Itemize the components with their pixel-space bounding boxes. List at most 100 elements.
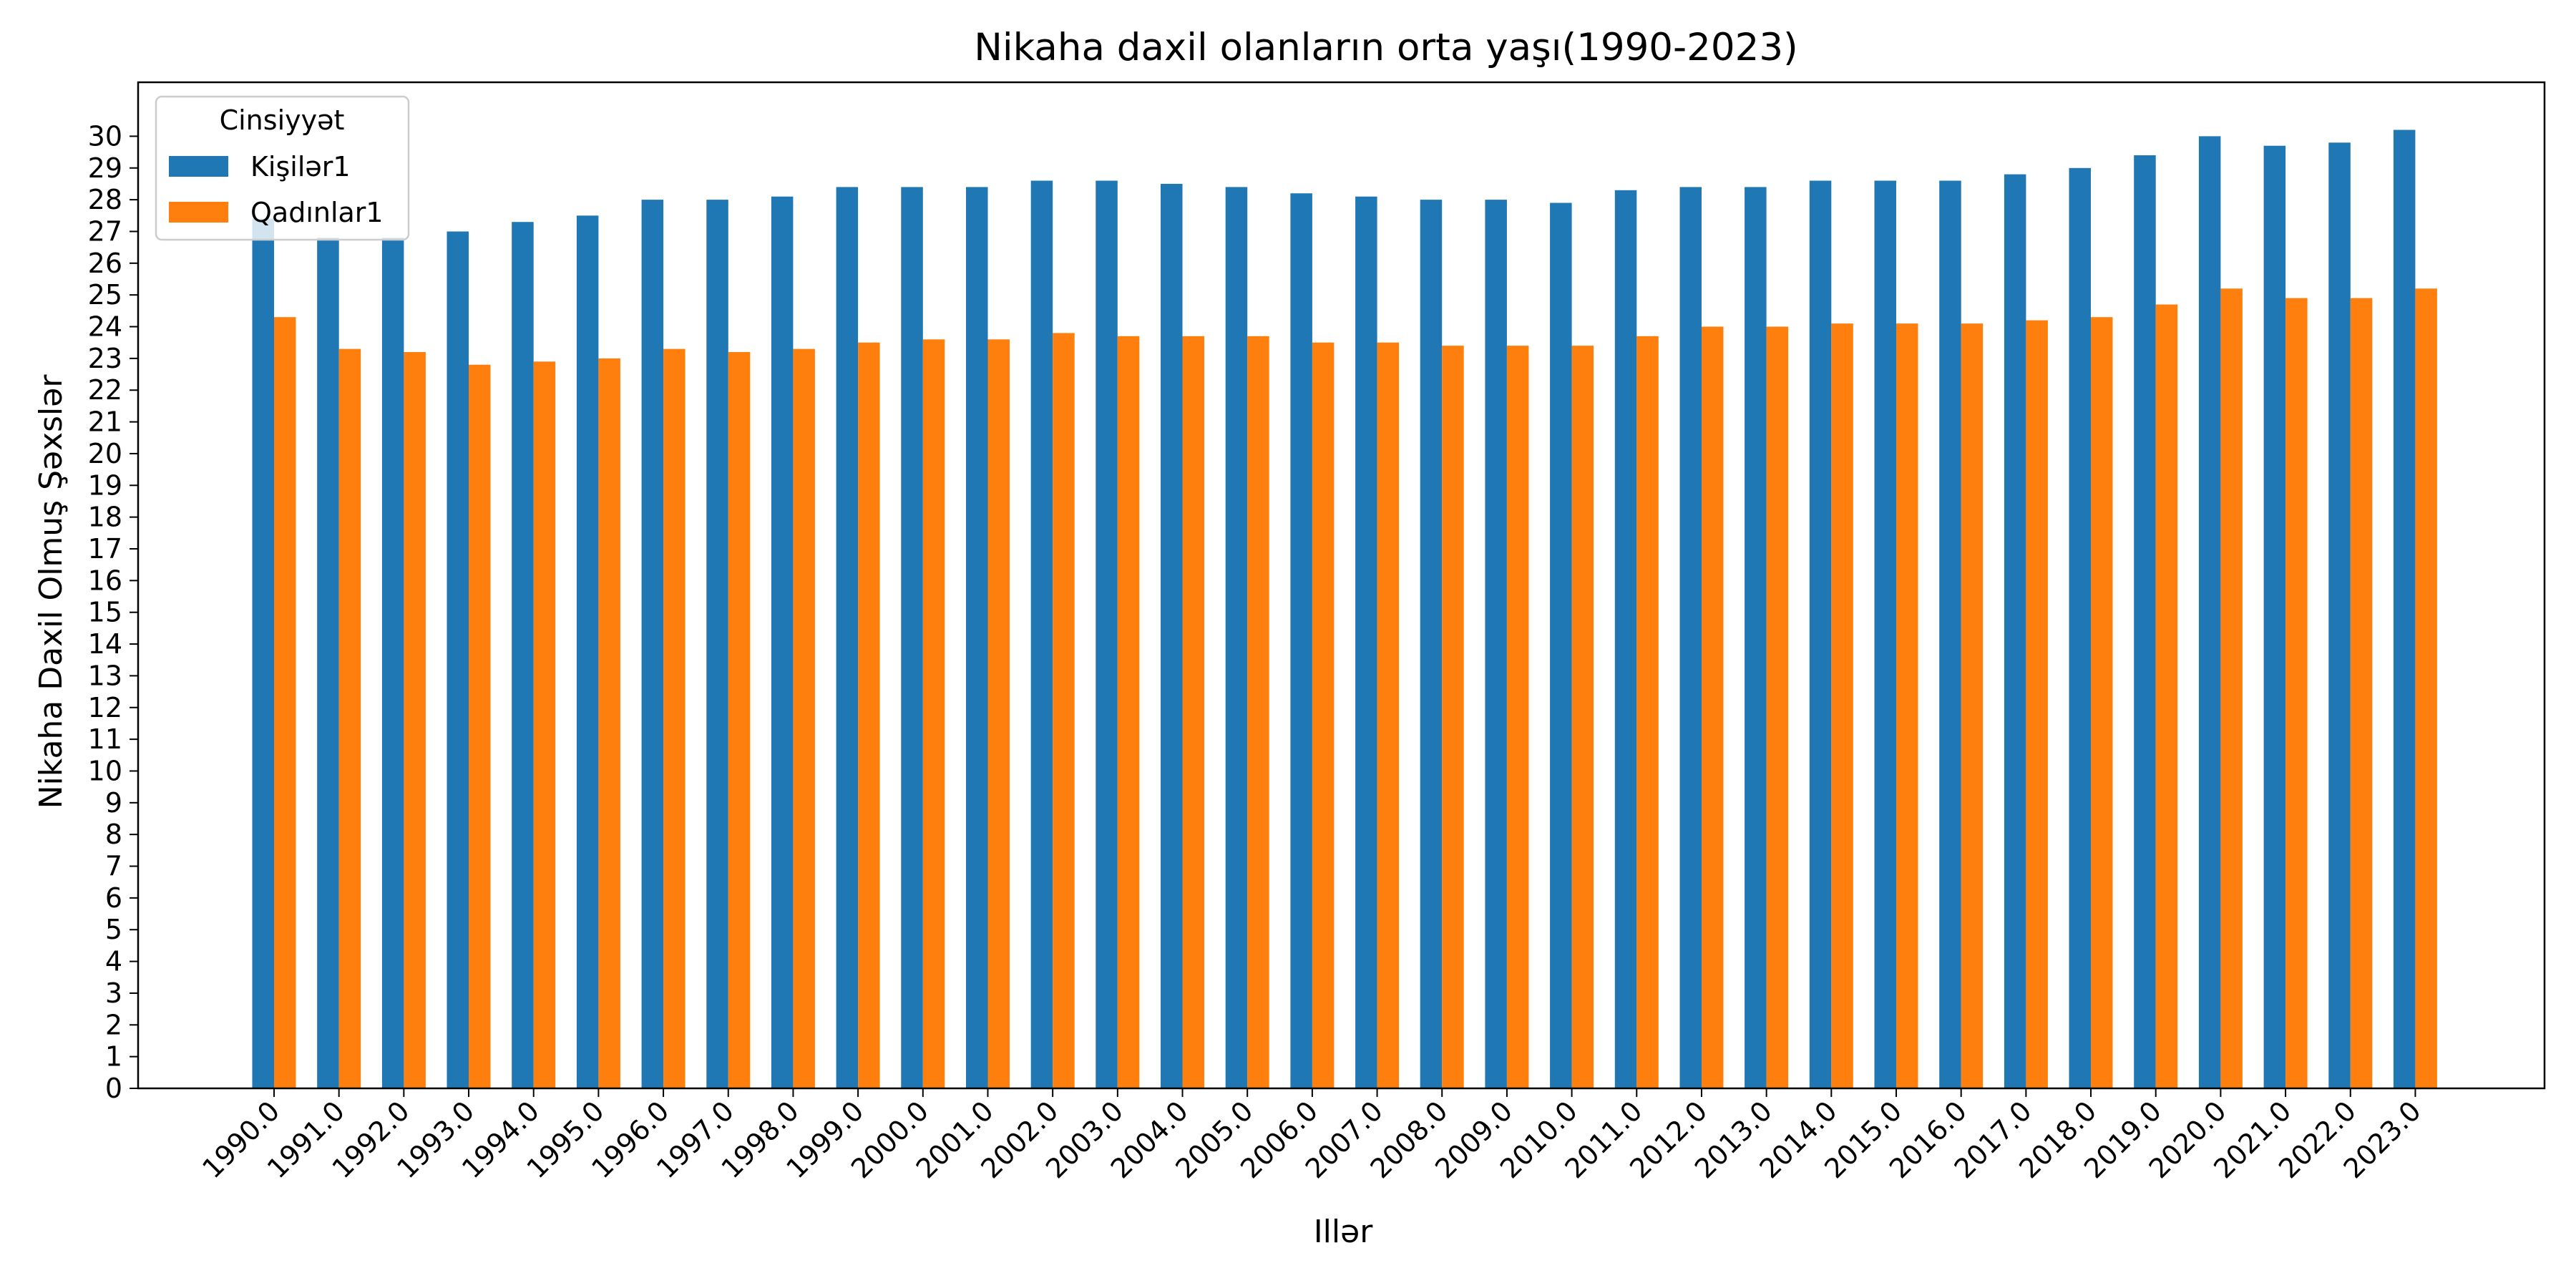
bar-men-2008.0 [1420,200,1443,1089]
bar-men-1994.0 [512,222,534,1089]
bar-men-1992.0 [381,238,404,1088]
bar-men-2000.0 [901,187,923,1088]
bar-women-2002.0 [1053,333,1075,1088]
bar-women-2013.0 [1766,326,1789,1088]
y-tick-label: 19 [88,469,122,501]
bar-women-2000.0 [922,339,945,1088]
bar-women-2004.0 [1182,336,1204,1088]
bar-men-1990.0 [252,218,274,1089]
bar-men-2002.0 [1030,180,1053,1088]
bar-men-2004.0 [1161,183,1183,1088]
y-tick-label: 7 [105,851,122,882]
bar-men-2015.0 [1874,180,1896,1088]
bar-women-2006.0 [1312,342,1335,1089]
y-tick-label: 28 [88,184,122,215]
bar-women-2020.0 [2220,288,2243,1088]
bar-women-1993.0 [469,364,491,1088]
bar-women-2009.0 [1506,346,1529,1089]
legend: Cinsiyyət Kişilər1 Qadınlar1 [155,95,410,241]
bar-men-2018.0 [2069,167,2091,1088]
y-tick-label: 24 [88,311,122,343]
bar-men-2005.0 [1225,187,1248,1088]
y-tick-label: 12 [88,692,122,723]
bar-men-2013.0 [1745,187,1767,1088]
bar-men-1993.0 [447,231,469,1088]
y-axis-label: Nikaha Daxil Olmuş Şəxslər [33,374,69,809]
y-tick-label: 25 [88,279,122,311]
bar-women-2023.0 [2415,288,2437,1088]
legend-title: Cinsiyyət [220,104,345,136]
bar-women-2010.0 [1571,346,1594,1089]
y-tick-label: 21 [88,406,122,438]
y-tick-label: 0 [105,1073,122,1104]
bar-women-1999.0 [858,342,880,1089]
legend-label-men: Kişilər1 [250,151,351,182]
bars-layer [252,130,2437,1089]
y-tick-label: 10 [88,755,122,786]
bar-men-1996.0 [641,200,664,1089]
bar-women-1991.0 [338,348,361,1089]
bar-men-1999.0 [836,187,859,1088]
y-tick-label: 26 [88,248,122,279]
x-axis: 1990.01991.01992.01993.01994.01995.01996… [196,1088,2427,1184]
bar-women-1997.0 [728,352,751,1088]
x-axis-label: Illər [1314,1214,1373,1250]
y-axis: 0123456789101112131415161718192021222324… [88,120,138,1104]
y-tick-label: 11 [88,723,122,755]
y-tick-label: 3 [105,977,122,1009]
bar-men-2007.0 [1355,196,1377,1089]
y-tick-label: 18 [88,502,122,533]
bar-women-1992.0 [404,352,426,1088]
y-tick-label: 8 [105,819,122,850]
bar-women-2022.0 [2350,298,2373,1089]
y-tick-label: 30 [88,120,122,152]
bar-women-1990.0 [274,317,296,1089]
chart-title: Nikaha daxil olanların orta yaşı(1990-20… [974,26,1797,69]
bar-women-2011.0 [1636,336,1659,1088]
y-tick-label: 17 [88,533,122,565]
y-tick-label: 27 [88,215,122,247]
bar-men-2011.0 [1614,190,1637,1088]
bar-men-2012.0 [1679,187,1702,1088]
plot-frame [137,81,2546,1090]
bar-women-2019.0 [2155,304,2178,1088]
y-tick-label: 1 [105,1041,122,1073]
bar-women-2007.0 [1377,342,1400,1089]
bar-women-1994.0 [533,361,556,1088]
bar-men-2006.0 [1290,193,1312,1089]
bar-men-2016.0 [1939,180,1961,1088]
y-tick-label: 14 [88,628,122,660]
bar-men-2019.0 [2134,155,2156,1088]
bar-men-2001.0 [966,187,988,1088]
y-tick-label: 5 [105,914,122,945]
bar-men-1997.0 [706,200,728,1089]
bar-women-2017.0 [2026,320,2048,1089]
y-tick-label: 2 [105,1009,122,1040]
bar-men-2022.0 [2328,142,2351,1088]
y-tick-label: 13 [88,660,122,691]
bar-men-2020.0 [2198,136,2221,1088]
bar-men-2017.0 [2004,174,2026,1089]
bar-women-2008.0 [1442,346,1464,1089]
bar-men-2021.0 [2263,145,2286,1089]
y-tick-label: 6 [105,882,122,914]
bar-women-1998.0 [793,348,815,1089]
bar-men-1991.0 [317,238,339,1088]
bar-women-2015.0 [1896,323,1918,1089]
y-tick-label: 9 [105,787,122,819]
bar-women-2012.0 [1702,326,1724,1088]
bar-men-2014.0 [1809,180,1832,1088]
legend-swatch-women [169,202,228,223]
bar-women-2014.0 [1831,323,1853,1089]
y-tick-label: 20 [88,438,122,469]
y-tick-label: 15 [88,597,122,628]
bar-women-1995.0 [598,358,620,1088]
y-tick-label: 29 [88,152,122,184]
y-tick-label: 4 [105,946,122,977]
bar-women-2018.0 [2091,317,2113,1089]
y-tick-label: 23 [88,343,122,374]
bar-women-2021.0 [2285,298,2308,1089]
bar-women-1996.0 [663,348,686,1089]
bar-men-1998.0 [771,196,794,1089]
bar-men-2023.0 [2393,130,2416,1088]
